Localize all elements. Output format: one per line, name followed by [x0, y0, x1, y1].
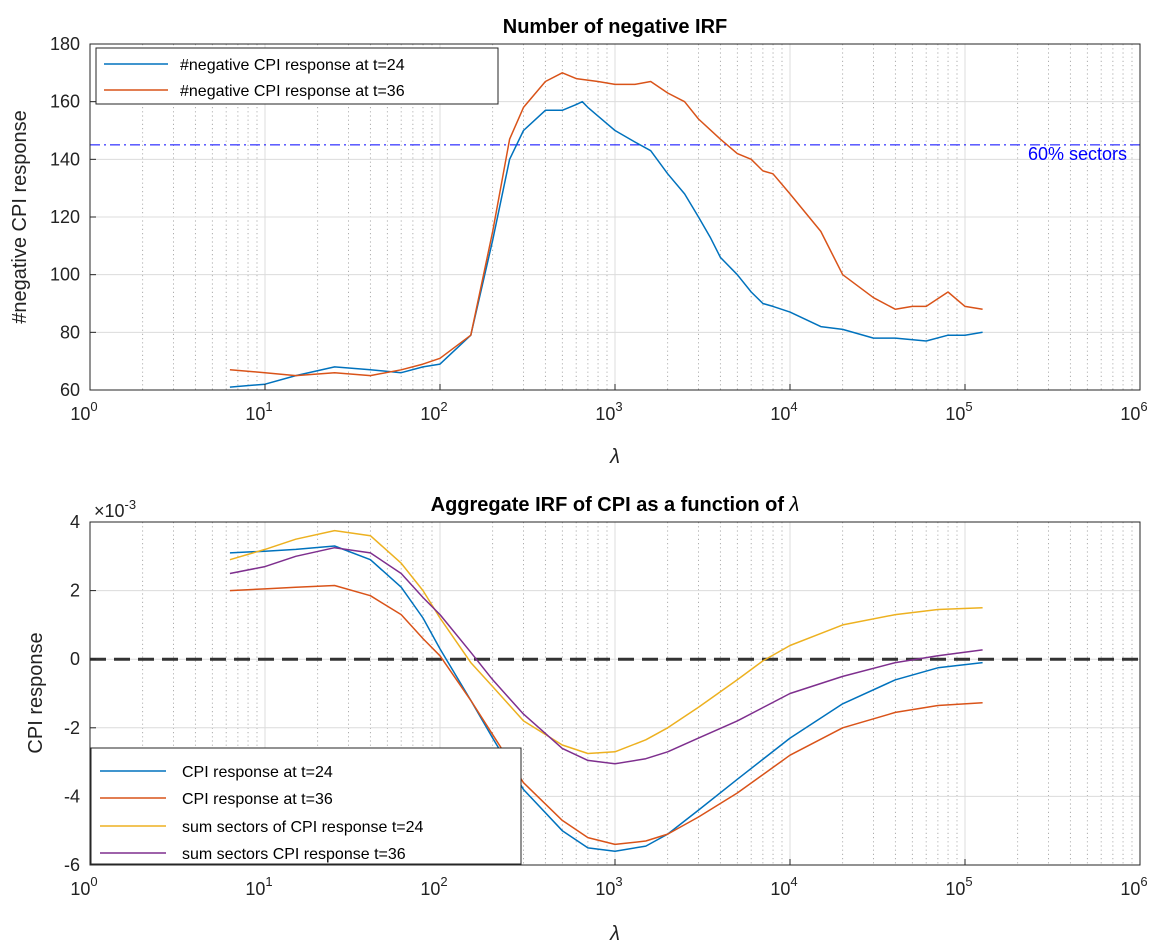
negative-irf-panel: 100 101 102 103 104 105 1066080100120140160180…: [9, 16, 1148, 468]
x-tick-label: 102: [420, 399, 447, 424]
x-tick-base: 10: [945, 404, 965, 424]
legend-label-sum-t24: sum sectors of CPI response t=24: [182, 819, 424, 836]
x-tick-label: 106: [1120, 874, 1147, 899]
legend: CPI response at t=24 CPI response at t=3…: [90, 747, 522, 865]
y-exponent-label: ×10-3: [94, 497, 136, 521]
chart-title-symbol: λ: [789, 494, 800, 516]
x-tick-base: 10: [1120, 879, 1140, 899]
x-tick-base: 10: [245, 879, 265, 899]
x-tick-exponent: 5: [965, 874, 972, 889]
series-line-1: [229, 100, 983, 388]
x-tick-base: 10: [945, 879, 965, 899]
x-tick-base: 10: [245, 404, 265, 424]
x-tick-exponent: 1: [265, 399, 272, 414]
x-tick-label: 103: [595, 874, 622, 899]
chart-title-text: Aggregate IRF of CPI as a function of: [431, 494, 790, 516]
x-tick-label: 104: [770, 874, 797, 899]
x-tick-label: 104: [770, 399, 797, 424]
x-tick-base: 10: [770, 404, 790, 424]
x-tick-exponent: 4: [790, 399, 797, 414]
y-tick-label: -6: [64, 855, 80, 875]
y-tick-label: 180: [50, 34, 80, 54]
legend-label-t36: #negative CPI response at t=36: [180, 83, 405, 100]
y-tick-label: -4: [64, 786, 80, 806]
x-tick-exponent: 5: [965, 399, 972, 414]
y-tick-label: 60: [60, 380, 80, 400]
y-exponent-base: ×10: [94, 501, 125, 521]
y-tick-label: 160: [50, 92, 80, 112]
x-tick-base: 10: [420, 404, 440, 424]
legend-label-t24: #negative CPI response at t=24: [180, 57, 405, 74]
series-group: [229, 529, 983, 853]
x-tick-base: 10: [70, 404, 90, 424]
x-tick-exponent: 4: [790, 874, 797, 889]
legend-label-t24: CPI response at t=24: [182, 764, 333, 781]
y-tick-label: -2: [64, 718, 80, 738]
y-tick-label: 120: [50, 207, 80, 227]
x-tick-exponent: 0: [90, 399, 97, 414]
x-tick-exponent: 0: [90, 874, 97, 889]
legend-label-sum-t36: sum sectors CPI response t=36: [182, 846, 406, 863]
x-tick-exponent: 3: [615, 874, 622, 889]
x-tick-exponent: 1: [265, 874, 272, 889]
y-tick-label: 100: [50, 265, 80, 285]
legend: #negative CPI response at t=24 #negative…: [95, 47, 499, 105]
legend-label-t36: CPI response at t=36: [182, 791, 333, 808]
chart-title: Aggregate IRF of CPI as a function of λ: [431, 494, 800, 516]
series-group: [229, 72, 983, 388]
x-tick-label: 106: [1120, 399, 1147, 424]
y-tick-label: 0: [70, 649, 80, 669]
y-tick-label: 2: [70, 581, 80, 601]
y-tick-label: 80: [60, 322, 80, 342]
series-line-1: [229, 545, 983, 853]
y-tick-label: 4: [70, 512, 80, 532]
series-line-2: [229, 584, 983, 846]
x-tick-label: 103: [595, 399, 622, 424]
x-axis-label: λ: [609, 446, 620, 468]
x-axis-label: λ: [609, 923, 620, 943]
series-line-3: [229, 529, 983, 755]
x-tick-base: 10: [1120, 404, 1140, 424]
series-line-4: [229, 546, 983, 765]
series-line-2: [229, 72, 983, 377]
x-tick-base: 10: [770, 879, 790, 899]
x-tick-label: 102: [420, 874, 447, 899]
x-tick-label: 105: [945, 874, 972, 899]
x-tick-exponent: 3: [615, 399, 622, 414]
grid: [90, 44, 1140, 390]
threshold-label: 60% sectors: [1028, 144, 1127, 164]
x-tick-exponent: 6: [1140, 874, 1147, 889]
y-exponent-power: -3: [125, 497, 137, 512]
x-tick-exponent: 2: [440, 874, 447, 889]
x-tick-base: 10: [595, 879, 615, 899]
legend-box: [90, 747, 522, 865]
x-tick-base: 10: [70, 879, 90, 899]
x-tick-label: 101: [245, 874, 272, 899]
x-tick-exponent: 2: [440, 399, 447, 414]
x-tick-label: 100: [70, 874, 97, 899]
x-tick-label: 105: [945, 399, 972, 424]
y-tick-label: 140: [50, 149, 80, 169]
y-axis-label: CPI response: [25, 632, 47, 753]
legend-box: [95, 47, 499, 105]
x-tick-base: 10: [595, 404, 615, 424]
y-axis-label: #negative CPI response: [9, 110, 31, 323]
x-tick-label: 100: [70, 399, 97, 424]
chart-title: Number of negative IRF: [503, 16, 727, 38]
x-tick-base: 10: [420, 879, 440, 899]
x-tick-label: 101: [245, 399, 272, 424]
x-tick-exponent: 6: [1140, 399, 1147, 414]
